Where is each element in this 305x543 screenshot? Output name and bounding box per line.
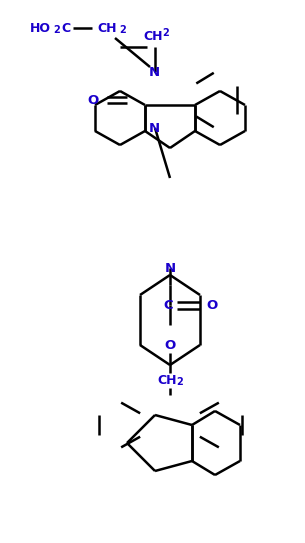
Text: 2: 2	[177, 377, 183, 387]
Text: N: N	[149, 122, 160, 135]
Text: HO: HO	[30, 22, 51, 35]
Text: O: O	[206, 299, 218, 312]
Text: C: C	[163, 299, 173, 312]
Text: CH: CH	[97, 22, 117, 35]
Text: O: O	[164, 338, 176, 351]
Text: 2: 2	[119, 25, 126, 35]
Text: 2: 2	[163, 28, 169, 38]
Text: CH: CH	[157, 374, 177, 387]
Text: N: N	[164, 262, 176, 275]
Text: CH: CH	[143, 29, 163, 42]
Text: N: N	[149, 66, 160, 79]
Text: O: O	[87, 93, 99, 106]
Text: C: C	[61, 22, 70, 35]
Text: 2: 2	[53, 25, 60, 35]
